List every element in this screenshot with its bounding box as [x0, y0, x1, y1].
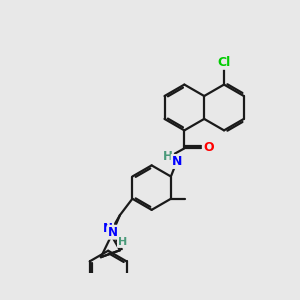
Text: H: H — [163, 150, 173, 163]
Text: H: H — [118, 237, 127, 247]
Text: O: O — [203, 141, 214, 154]
Text: Cl: Cl — [218, 56, 231, 69]
Text: N: N — [108, 226, 118, 239]
Text: N: N — [172, 155, 182, 168]
Text: N: N — [103, 222, 113, 235]
